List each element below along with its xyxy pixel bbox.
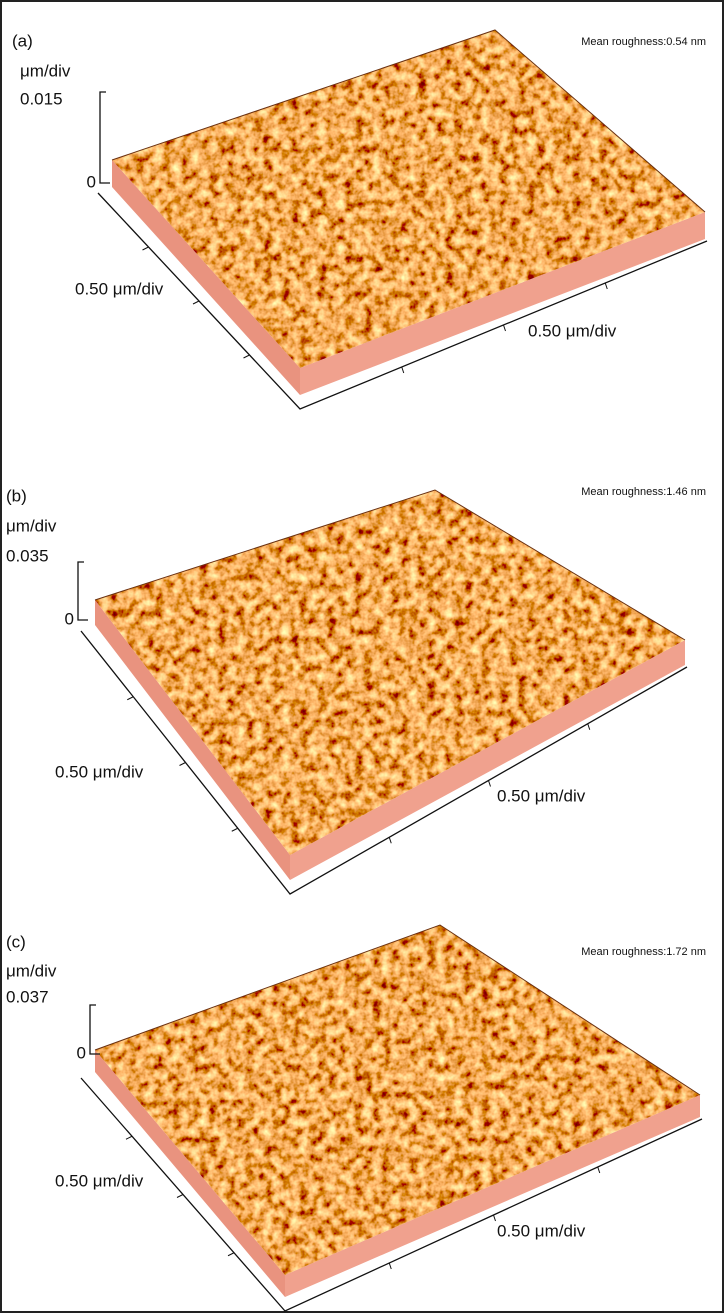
z-axis	[90, 1005, 100, 1054]
z-axis	[100, 92, 110, 183]
x-scale: 0.50 μm/div	[75, 279, 164, 298]
y-scale: 0.50 μm/div	[497, 1221, 586, 1240]
panel-label: (a)	[12, 31, 33, 50]
roughness: Mean roughness:1.72 nm	[581, 946, 706, 958]
z-max: 0.035	[6, 546, 49, 565]
axis-tick	[504, 325, 506, 331]
axis-tick	[180, 763, 186, 766]
z-unit: μm/div	[6, 516, 57, 535]
z-zero: 0	[65, 609, 74, 628]
axis-tick	[494, 1215, 496, 1221]
axis-tick	[402, 367, 404, 373]
axis-tick	[244, 355, 250, 358]
y-scale: 0.50 μm/div	[528, 321, 617, 340]
axis-tick	[228, 1253, 234, 1256]
axis-tick	[143, 247, 149, 250]
z-unit: μm/div	[20, 61, 71, 80]
figure: (a) μm/div 0.015 0 0.50 μm/div 0.50 μm/div Mea…	[0, 0, 724, 1313]
z-max: 0.037	[6, 987, 49, 1006]
z-unit: μm/div	[6, 961, 57, 980]
surface	[112, 30, 705, 368]
y-scale: 0.50 μm/div	[497, 786, 586, 805]
x-scale: 0.50 μm/div	[55, 762, 144, 781]
z-zero: 0	[87, 172, 96, 191]
axis-tick	[389, 837, 391, 843]
roughness: Mean roughness:1.46 nm	[581, 486, 706, 498]
z-max: 0.015	[20, 89, 63, 108]
axis-tick	[232, 828, 238, 831]
axis-tick	[605, 283, 607, 289]
axis-tick	[489, 781, 491, 787]
panel-label: (c)	[6, 932, 26, 951]
axis-tick	[193, 301, 199, 304]
roughness: Mean roughness:0.54 nm	[581, 36, 706, 48]
axis-tick	[588, 724, 590, 730]
x-scale: 0.50 μm/div	[55, 1171, 144, 1190]
surface	[95, 490, 685, 855]
panel-label: (b)	[6, 486, 27, 505]
axis-tick	[127, 697, 133, 700]
z-axis	[78, 562, 88, 620]
axis-tick	[126, 1136, 132, 1139]
axis-tick	[598, 1167, 600, 1173]
axis-tick	[389, 1263, 391, 1269]
z-zero: 0	[77, 1043, 86, 1062]
axis-tick	[177, 1195, 183, 1198]
surface	[95, 925, 700, 1275]
